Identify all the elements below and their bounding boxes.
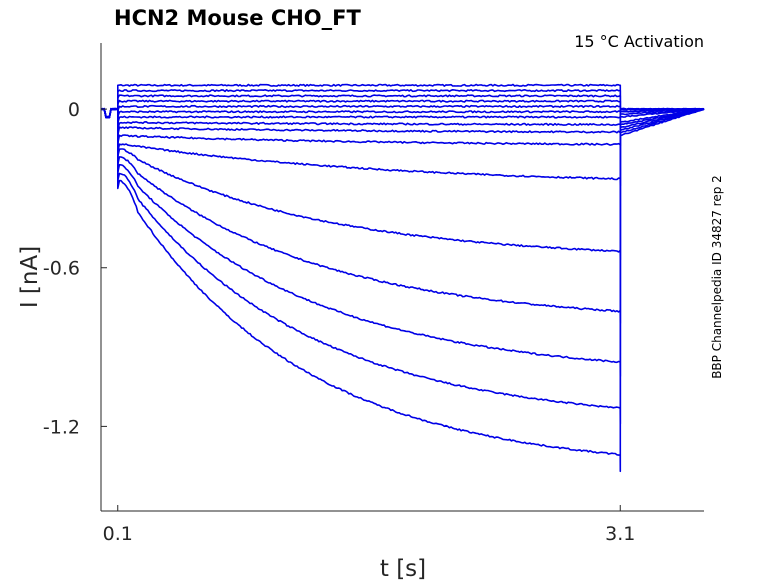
chart-annotation: 15 °C Activation [574,32,704,51]
y-tick-label: -0.6 [43,258,80,280]
current-trace-13 [100,108,705,377]
x-tick-label: 3.1 [605,523,635,545]
current-trace-7 [100,107,705,131]
y-tick-label: 0 [68,99,80,121]
current-trace-1 [100,89,705,118]
current-trace-0 [100,83,705,119]
x-axis-label: t [s] [380,556,426,582]
axes [100,43,704,512]
current-trace-8 [100,107,705,137]
y-axis-label: I [nA] [17,246,43,308]
side-label: BBP Channelpedia ID 34827 rep 2 [710,175,724,379]
current-trace-15 [100,107,705,473]
current-trace-4 [100,104,705,119]
chart-title: HCN2 Mouse CHO_FT [114,6,361,30]
current-trace-12 [100,107,705,325]
x-tick-label: 0.1 [103,523,133,545]
y-tick-label: -1.2 [43,416,80,438]
current-trace-14 [100,107,704,425]
tick-group: 0.1 3.1 0 -0.6 -1.2 [43,99,635,545]
current-trace-5 [101,107,705,119]
current-trace-3 [101,99,705,119]
current-trace-11 [100,107,704,261]
current-trace-2 [100,94,705,118]
current-trace-9 [100,107,705,147]
trace-group [100,83,705,473]
current-trace-6 [100,107,705,124]
current-trace-10 [100,107,705,187]
